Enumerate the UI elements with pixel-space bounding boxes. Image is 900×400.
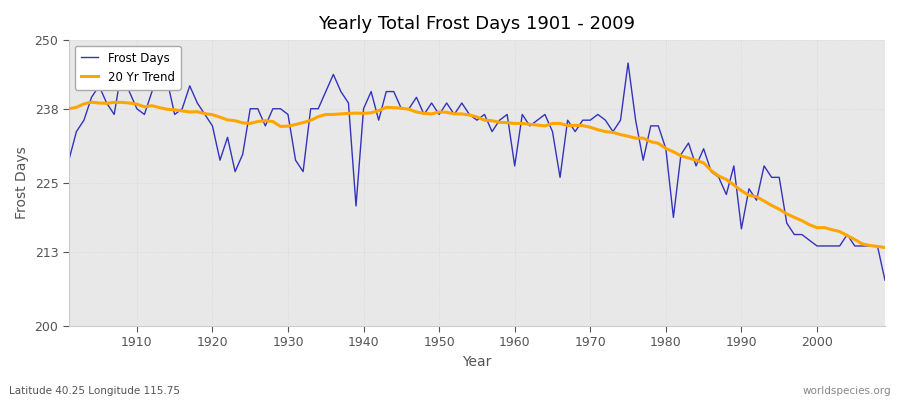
- X-axis label: Year: Year: [463, 355, 491, 369]
- 20 Yr Trend: [86, 100, 97, 104]
- Frost Days: [124, 89, 135, 94]
- Frost Days: [63, 158, 74, 162]
- 20 Yr Trend: [509, 121, 520, 126]
- Text: Latitude 40.25 Longitude 115.75: Latitude 40.25 Longitude 115.75: [9, 386, 180, 396]
- 20 Yr Trend: [343, 111, 354, 116]
- 20 Yr Trend: [63, 106, 74, 111]
- 20 Yr Trend: [608, 130, 618, 135]
- Frost Days: [509, 164, 520, 168]
- Frost Days: [879, 278, 890, 283]
- 20 Yr Trend: [879, 245, 890, 250]
- Line: 20 Yr Trend: 20 Yr Trend: [68, 102, 885, 248]
- 20 Yr Trend: [131, 102, 142, 106]
- Frost Days: [298, 169, 309, 174]
- 20 Yr Trend: [298, 120, 309, 125]
- Frost Days: [517, 112, 527, 117]
- Line: Frost Days: Frost Days: [68, 63, 885, 280]
- Text: worldspecies.org: worldspecies.org: [803, 386, 891, 396]
- Frost Days: [608, 129, 618, 134]
- Frost Days: [154, 60, 165, 65]
- Y-axis label: Frost Days: Frost Days: [15, 147, 29, 220]
- Title: Yearly Total Frost Days 1901 - 2009: Yearly Total Frost Days 1901 - 2009: [319, 15, 635, 33]
- 20 Yr Trend: [517, 121, 527, 126]
- Legend: Frost Days, 20 Yr Trend: Frost Days, 20 Yr Trend: [75, 46, 181, 90]
- Frost Days: [343, 101, 354, 106]
